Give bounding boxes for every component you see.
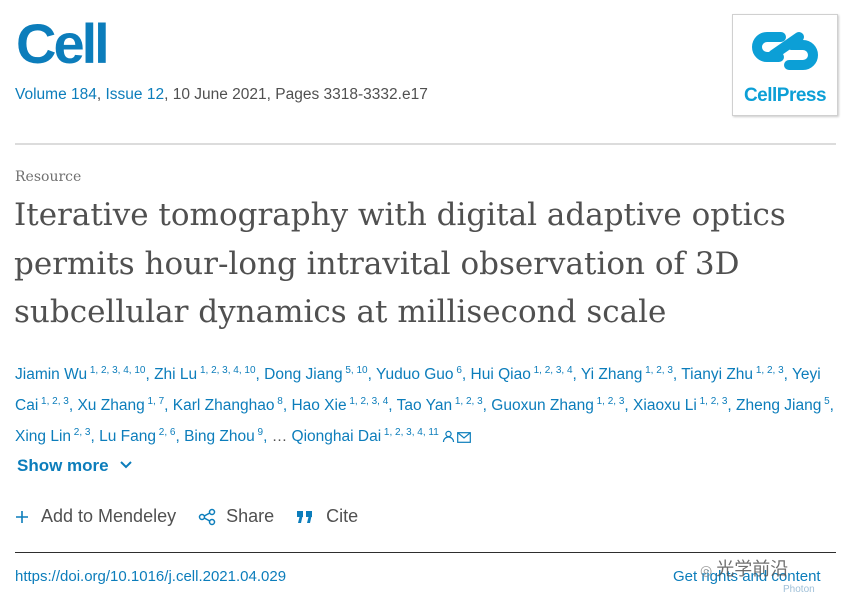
- show-more-label: Show more: [17, 456, 109, 475]
- cite-button[interactable]: Cite: [296, 506, 358, 527]
- author-item: Yi Zhang 1, 2, 3: [580, 365, 673, 383]
- corresponding-icons: [439, 428, 471, 445]
- author-affiliation[interactable]: 1, 2, 3: [753, 365, 784, 376]
- person-icon[interactable]: [442, 430, 455, 443]
- author-name-link[interactable]: Bing Zhou: [184, 428, 255, 445]
- author-affiliation[interactable]: 6: [453, 365, 462, 376]
- author-name-link[interactable]: Yeyi Cai: [15, 366, 821, 414]
- share-icon: [198, 508, 216, 525]
- volume-sep: ,: [96, 86, 106, 103]
- watermark-sub: Photon: [783, 584, 815, 595]
- author-name-link[interactable]: Karl Zhanghao: [172, 397, 275, 414]
- author-item: Lu Fang 2, 6: [99, 427, 176, 445]
- author-name-link[interactable]: Xu Zhang: [77, 397, 145, 414]
- author-affiliation[interactable]: 5: [821, 396, 830, 407]
- author-item: Zhi Lu 1, 2, 3, 4, 10: [154, 365, 256, 383]
- author-name-link[interactable]: Xiaoxu Li: [633, 397, 697, 414]
- watermark-text: 光学前沿: [716, 559, 789, 579]
- author-name-link[interactable]: Yi Zhang: [580, 366, 643, 383]
- add-to-mendeley-label: Add to Mendeley: [41, 506, 177, 526]
- cellpress-logo[interactable]: CellPress: [732, 14, 838, 116]
- footer-divider: [15, 552, 836, 553]
- article-type: Resource: [15, 169, 82, 185]
- author-item: Jiamin Wu 1, 2, 3, 4, 10: [15, 365, 146, 383]
- author-name-link[interactable]: Zhi Lu: [154, 366, 198, 383]
- author-item: Bing Zhou 9: [184, 427, 264, 445]
- author-affiliation[interactable]: 9: [254, 427, 264, 438]
- author-affiliation[interactable]: 1, 2, 3: [642, 365, 673, 376]
- article-actions: Add to Mendeley Share Cite: [15, 506, 380, 527]
- author-name-link[interactable]: Lu Fang: [99, 428, 156, 445]
- author-item: Xing Lin 2, 3: [15, 427, 91, 445]
- doi-link[interactable]: https://doi.org/10.1016/j.cell.2021.04.0…: [15, 568, 287, 585]
- author-item: Guoxun Zhang 1, 2, 3: [491, 396, 625, 414]
- volume-link[interactable]: Volume 184: [15, 86, 97, 103]
- author-item: Hao Xie 1, 2, 3, 4: [291, 396, 389, 414]
- author-name-link[interactable]: Zheng Jiang: [736, 397, 822, 414]
- author-item: Hui Qiao 1, 2, 3, 4: [470, 365, 573, 383]
- plus-icon: [16, 510, 28, 523]
- date-pages: , 10 June 2021, Pages 3318-3332.e17: [164, 86, 428, 103]
- author-affiliation[interactable]: 1, 2, 3: [593, 396, 625, 407]
- cellpress-mark-icon: [752, 32, 818, 70]
- header-divider: [15, 143, 836, 145]
- author-affiliation[interactable]: 1, 2, 3: [452, 396, 483, 407]
- author-name-link[interactable]: Hao Xie: [291, 397, 347, 414]
- author-item: Xiaoxu Li 1, 2, 3: [633, 396, 728, 414]
- author-name-link[interactable]: Xing Lin: [15, 428, 72, 445]
- author-affiliation[interactable]: 1, 2, 3, 4: [346, 396, 389, 407]
- author-affiliation[interactable]: 2, 3: [71, 427, 91, 438]
- author-affiliation[interactable]: 8: [274, 396, 283, 407]
- chevron-down-icon: [120, 461, 133, 469]
- author-name-link[interactable]: Tianyi Zhu: [681, 366, 754, 383]
- author-name-link[interactable]: Guoxun Zhang: [491, 397, 594, 414]
- cite-label: Cite: [326, 506, 359, 526]
- author-affiliation[interactable]: 1, 2, 3: [696, 396, 728, 407]
- author-item: Tianyi Zhu 1, 2, 3: [681, 365, 784, 383]
- author-list: Jiamin Wu 1, 2, 3, 4, 10, Zhi Lu 1, 2, 3…: [15, 365, 834, 445]
- quote-icon: [297, 510, 313, 523]
- author-name-link[interactable]: Qionghai Dai: [291, 428, 382, 445]
- author-item: Karl Zhanghao 8: [172, 396, 283, 414]
- author-affiliation[interactable]: 2, 6: [156, 427, 176, 438]
- share-label: Share: [226, 506, 275, 526]
- watermark: ◎ 光学前沿: [700, 555, 788, 581]
- author-name-link[interactable]: Jiamin Wu: [15, 366, 88, 383]
- author-item: Tao Yan 1, 2, 3: [396, 396, 483, 414]
- author-affiliation[interactable]: 1, 2, 3, 4: [530, 365, 573, 376]
- cellpress-wordmark: CellPress: [743, 85, 827, 106]
- author-item: Xu Zhang 1, 7: [77, 396, 165, 414]
- mail-icon[interactable]: [456, 432, 471, 443]
- issue-link[interactable]: Issue 12: [105, 86, 165, 103]
- author-name-link[interactable]: Yuduo Guo: [375, 366, 454, 383]
- add-to-mendeley-button[interactable]: Add to Mendeley: [15, 506, 176, 527]
- volume-line: Volume 184, Issue 12, 10 June 2021, Page…: [15, 86, 428, 104]
- author-affiliation[interactable]: 1, 2, 3, 4, 10: [87, 365, 146, 376]
- share-button[interactable]: Share: [198, 506, 274, 527]
- author-affiliation[interactable]: 5, 10: [342, 365, 368, 376]
- journal-logo[interactable]: Cell: [16, 12, 110, 75]
- author-affiliation[interactable]: 1, 7: [144, 396, 165, 407]
- author-affiliation[interactable]: 1, 2, 3: [38, 396, 69, 407]
- authors-ellipsis: …: [271, 428, 292, 445]
- author-item: Yeyi Cai 1, 2, 3: [15, 366, 821, 414]
- author-name-link[interactable]: Dong Jiang: [264, 366, 343, 383]
- author-item: Qionghai Dai 1, 2, 3, 4, 11: [291, 427, 439, 445]
- author-affiliation[interactable]: 1, 2, 3, 4, 11: [381, 427, 439, 438]
- author-name-link[interactable]: Hui Qiao: [470, 366, 531, 383]
- show-more-button[interactable]: Show more: [17, 456, 133, 476]
- wechat-icon: ◎: [700, 562, 713, 578]
- author-item: Dong Jiang 5, 10: [264, 365, 368, 383]
- author-item: Zheng Jiang 5: [736, 396, 830, 414]
- article-title: Iterative tomography with digital adapti…: [14, 197, 786, 330]
- author-name-link[interactable]: Tao Yan: [396, 397, 453, 414]
- author-affiliation[interactable]: 1, 2, 3, 4, 10: [197, 365, 256, 376]
- get-rights-link[interactable]: Get rights and content: [673, 568, 821, 585]
- author-item: Yuduo Guo 6: [375, 365, 462, 383]
